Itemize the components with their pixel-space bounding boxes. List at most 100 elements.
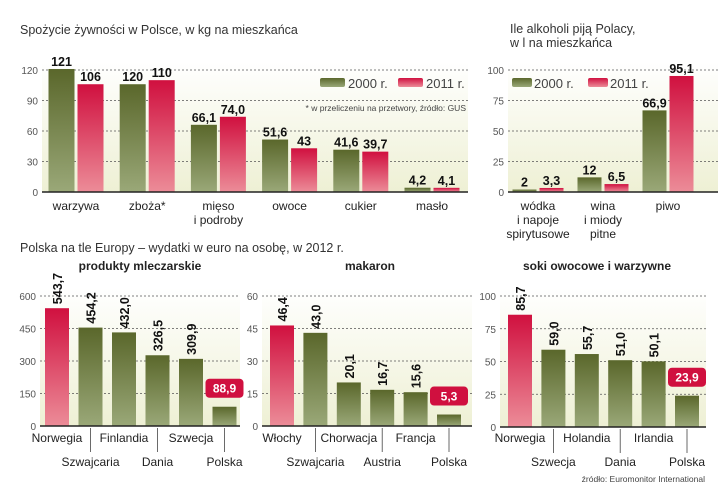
bar [112,332,136,426]
legend-swatch-2011 [588,78,608,87]
chart-title: makaron [345,259,395,273]
bar [336,382,361,426]
bar-2011 [219,116,246,192]
y-tick-label: 25 [493,158,505,169]
category-label: Chorwacja [320,431,377,445]
category-label: piwo [656,199,681,213]
data-label: 43,0 [309,304,323,328]
category-label: pitne [590,227,616,241]
category-label: Finlandia [100,431,149,445]
category-label: spirytusowe [506,227,570,241]
plot-background [500,288,706,427]
bar [303,332,328,426]
y-tick-label: 450 [19,325,36,336]
category-label: Dania [605,455,637,469]
category-label: wina [590,199,616,213]
data-label: 85,7 [514,286,528,310]
data-label: 66,9 [642,96,666,110]
category-label: Norwegia [32,431,83,445]
category-label: warzywa [52,199,100,213]
bar [212,406,237,426]
bar [608,360,633,427]
category-label: cukier [345,199,377,213]
legend-label-2000: 2000 r. [534,76,574,91]
chart-title: produkty mleczarskie [79,259,202,273]
category-label: Szwajcaria [61,455,119,469]
data-label: 6,5 [608,170,625,184]
y-tick-label: 75 [485,325,497,336]
y-tick-label: 75 [493,97,505,108]
bar-2011 [604,184,629,192]
data-label: 4,1 [438,174,455,188]
data-label: 309,9 [185,324,199,355]
y-tick-label: 60 [27,127,39,138]
data-label: 110 [152,66,172,80]
data-label: 66,1 [192,111,216,125]
y-tick-label: 30 [247,357,259,368]
category-label: Szwecja [531,455,576,469]
bar-2011 [148,80,175,192]
category-label: mięso [202,199,234,213]
data-label: 454,2 [85,292,99,323]
data-label: 50,1 [648,333,662,357]
data-label: 326,5 [152,320,166,351]
bar-2000 [404,187,431,192]
category-label: i miody [584,213,622,227]
y-tick-label: 0 [490,423,496,434]
data-label: 120 [122,70,143,84]
bar [675,395,699,427]
section-title: Polska na tle Europy – wydatki w euro na… [20,241,344,255]
data-label: 543,7 [51,273,65,304]
bar-2011 [433,187,460,192]
y-tick-label: 0 [32,188,38,199]
chart-title: w l na mieszkańca [509,36,612,50]
data-label: 106 [80,70,101,84]
bar-2000 [190,124,217,192]
y-tick-label: 100 [479,292,496,303]
chart-alcohol-consumption: Ile alkoholi piją Polacy,w l na mieszkań… [487,22,718,241]
legend-swatch-2000 [320,78,345,87]
data-label: 43 [297,134,311,148]
data-label: 4,2 [409,174,426,188]
category-label: Polska [206,455,242,469]
data-label: 2 [521,176,528,190]
y-tick-label: 30 [27,158,39,169]
data-label: 3,3 [543,174,560,188]
bar [270,325,294,426]
data-label: 59,0 [547,321,561,345]
bar [145,355,170,426]
footnote: * w przeliczeniu na przetwory, źródło: G… [306,103,467,113]
source-note: źródło: Euromonitor International [582,474,705,484]
category-label: Szwecja [169,431,214,445]
bar-2000 [512,189,537,192]
category-label: i podroby [194,213,243,227]
bar-2000 [48,68,75,192]
category-label: Norwegia [495,431,546,445]
category-label: Włochy [262,431,301,445]
category-label: Irlandia [634,431,674,445]
bar [641,361,666,427]
chart-food-consumption: Spożycie żywności w Polsce, w kg na mies… [20,23,468,227]
plot-background [40,288,240,426]
highlight-badge [668,367,706,387]
bar-2000 [642,110,667,192]
chart-title: Spożycie żywności w Polsce, w kg na mies… [20,23,298,37]
bar [45,308,69,426]
y-tick-label: 150 [19,390,36,401]
legend-label-2011: 2011 r. [610,76,649,91]
data-label: 51,6 [263,126,287,140]
data-label: 23,9 [675,371,699,385]
bar [574,354,599,427]
y-tick-label: 60 [247,292,259,303]
data-label: 16,7 [376,361,390,385]
bar-2011 [669,75,694,192]
bar-2000 [333,149,360,192]
chart-title: Ile alkoholi piją Polacy, [510,22,636,36]
chart-title: soki owocowe i warzywne [523,259,671,273]
bar [179,358,203,426]
data-label: 74,0 [221,103,245,117]
bar-2011 [291,148,318,192]
category-label: owoce [272,199,307,213]
category-label: Holandia [563,431,611,445]
